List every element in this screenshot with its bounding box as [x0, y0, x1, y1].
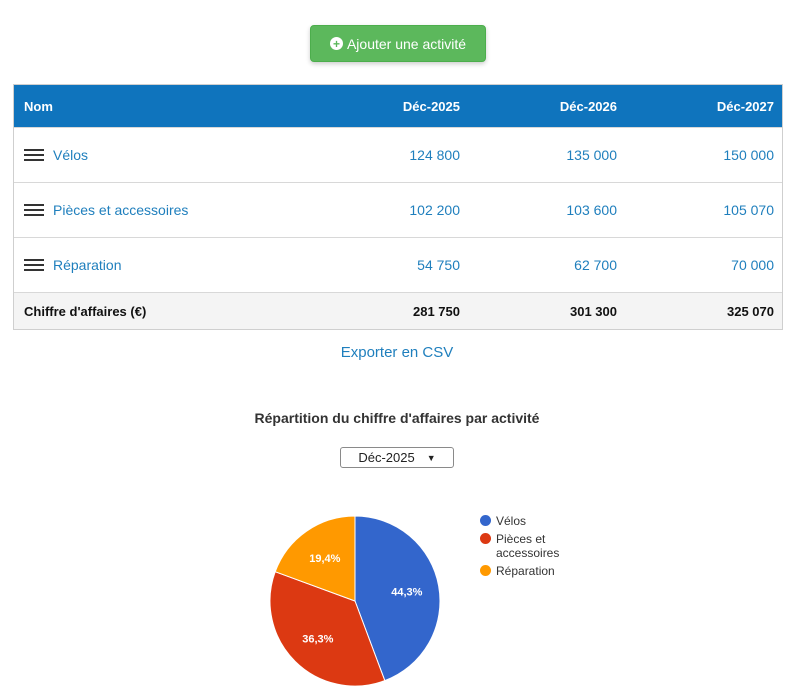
- table-row: Vélos 124 800 135 000 150 000: [14, 127, 782, 182]
- plus-circle-icon: +: [329, 37, 343, 50]
- pie-slice-label: 44,3%: [391, 587, 422, 599]
- pie-slice-label: 19,4%: [309, 553, 340, 565]
- legend-dot-icon: [480, 515, 491, 526]
- table-cell[interactable]: 135 000: [566, 147, 617, 163]
- drag-handle-icon[interactable]: [24, 256, 44, 274]
- chevron-down-icon: ▼: [426, 452, 436, 463]
- revenue-pie-chart: 44,3% 36,3% 19,4%: [269, 515, 441, 687]
- activities-table: Nom Déc-2025 Déc-2026 Déc-2027 Vélos 124…: [13, 84, 783, 330]
- pie-slice[interactable]: [269, 571, 386, 687]
- legend-dot-icon: [480, 565, 491, 576]
- column-header-dec-2025: Déc-2025: [402, 98, 460, 114]
- legend-item[interactable]: Pièces et accessoires: [480, 532, 568, 560]
- activity-name-link[interactable]: Pièces et accessoires: [53, 202, 189, 218]
- table-row: Réparation 54 750 62 700 70 000: [14, 237, 782, 292]
- legend-item[interactable]: Réparation: [480, 564, 568, 578]
- period-select[interactable]: Déc-2025 ▼: [340, 447, 454, 468]
- drag-handle-icon[interactable]: [24, 146, 44, 164]
- table-row: Pièces et accessoires 102 200 103 600 10…: [14, 182, 782, 237]
- add-activity-label: Ajouter une activité: [346, 35, 467, 52]
- table-cell[interactable]: 105 070: [723, 202, 774, 218]
- period-select-value: Déc-2025: [358, 450, 415, 465]
- activity-name-link[interactable]: Réparation: [53, 257, 122, 273]
- table-cell[interactable]: 150 000: [723, 147, 774, 163]
- legend-label: Réparation: [496, 564, 555, 578]
- pie-slice[interactable]: [354, 515, 441, 682]
- total-cell: 301 300: [570, 303, 617, 319]
- table-cell[interactable]: 124 800: [409, 147, 460, 163]
- export-csv-link[interactable]: Exporter en CSV: [340, 344, 454, 361]
- activity-name-link[interactable]: Vélos: [53, 147, 89, 163]
- total-label: Chiffre d'affaires (€): [24, 303, 147, 319]
- legend-item[interactable]: Vélos: [480, 514, 568, 528]
- legend-label: Pièces et accessoires: [496, 532, 560, 560]
- drag-handle-icon[interactable]: [24, 201, 44, 219]
- table-cell[interactable]: 54 750: [417, 257, 460, 273]
- column-header-dec-2026: Déc-2026: [559, 98, 617, 114]
- total-cell: 325 070: [727, 303, 774, 319]
- column-header-name: Nom: [24, 98, 53, 114]
- table-cell[interactable]: 103 600: [566, 202, 617, 218]
- table-cell[interactable]: 102 200: [409, 202, 460, 218]
- legend-label: Vélos: [496, 514, 527, 528]
- legend-dot-icon: [480, 533, 491, 544]
- add-activity-button[interactable]: + Ajouter une activité: [310, 25, 486, 62]
- pie-slice[interactable]: [274, 515, 356, 602]
- pie-slice-label: 36,3%: [302, 633, 333, 645]
- total-row: Chiffre d'affaires (€) 281 750 301 300 3…: [14, 292, 782, 329]
- total-cell: 281 750: [413, 303, 460, 319]
- table-cell[interactable]: 62 700: [574, 257, 617, 273]
- chart-title: Répartition du chiffre d'affaires par ac…: [254, 410, 540, 426]
- column-header-dec-2027: Déc-2027: [716, 98, 774, 114]
- table-cell[interactable]: 70 000: [731, 257, 774, 273]
- table-header-row: Nom Déc-2025 Déc-2026 Déc-2027: [14, 85, 782, 127]
- chart-legend: Vélos Pièces et accessoires Réparation: [480, 514, 568, 582]
